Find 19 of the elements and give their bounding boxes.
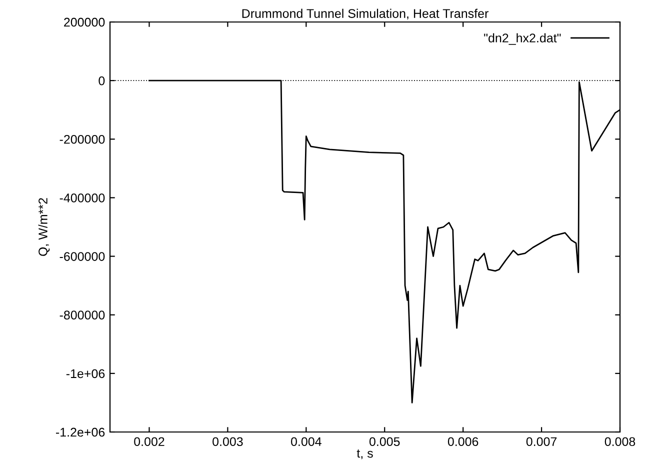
x-tick-label: 0.002 <box>134 437 164 446</box>
x-axis-title: t, s <box>356 449 373 460</box>
y-tick-label: -800000 <box>60 310 105 320</box>
y-tick-label: -200000 <box>60 134 105 144</box>
x-tick-label: 0.004 <box>291 437 322 446</box>
x-tick-label: 0.008 <box>604 437 636 446</box>
y-tick-label: -1.2e+06 <box>56 428 105 437</box>
legend-label: "dn2_hx2.dat" <box>484 33 561 45</box>
x-tick-label: 0.007 <box>526 437 557 446</box>
y-tick-label: 0 <box>98 76 105 86</box>
y-axis-title: Q, W/m**2 <box>38 198 50 256</box>
y-tick-label: -1e+06 <box>66 369 105 378</box>
x-tick-label: 0.006 <box>448 437 478 446</box>
chart-title: Drummond Tunnel Simulation, Heat Transfer <box>242 8 488 20</box>
x-tick-label: 0.005 <box>369 437 400 446</box>
y-tick-label: -400000 <box>60 194 105 202</box>
y-tick-label: 200000 <box>64 18 105 27</box>
x-tick-label: 0.003 <box>212 437 243 446</box>
y-tick-label: -600000 <box>60 252 105 261</box>
